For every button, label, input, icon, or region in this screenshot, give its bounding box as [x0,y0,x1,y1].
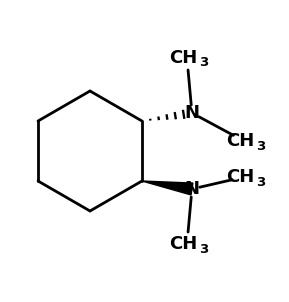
Text: N: N [184,104,199,122]
Text: 3: 3 [256,175,265,188]
Polygon shape [142,181,193,195]
Text: CH: CH [226,168,254,186]
Text: CH: CH [226,132,254,150]
Text: CH: CH [169,49,197,67]
Text: 3: 3 [256,140,265,153]
Text: 3: 3 [199,243,208,255]
Text: 3: 3 [199,56,208,69]
Text: N: N [184,180,199,198]
Text: CH: CH [169,235,197,253]
